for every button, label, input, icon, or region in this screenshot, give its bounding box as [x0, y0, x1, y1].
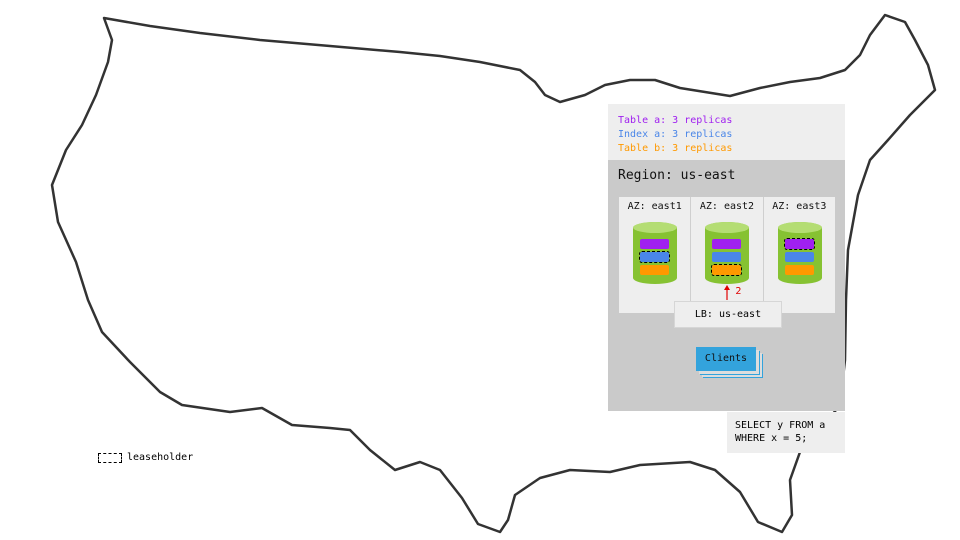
- query-line: WHERE x = 5;: [735, 433, 808, 444]
- az-label: AZ: east2: [699, 201, 755, 212]
- az-label: AZ: east3: [772, 201, 827, 212]
- replica-legend: Table a: 3 replicas Index a: 3 replicas …: [608, 104, 845, 160]
- arrow-label: 2: [735, 286, 742, 297]
- sql-query: SELECT y FROM a WHERE x = 5;: [727, 412, 845, 453]
- load-balancer: LB: us-east: [674, 301, 782, 328]
- az-east2: AZ: east2 2: [691, 197, 764, 313]
- leaseholder-key: leaseholder: [98, 452, 193, 463]
- region-us-east: Region: us-east AZ: east1 AZ: east2 2: [608, 160, 845, 411]
- region-title: Region: us-east: [618, 168, 736, 183]
- replica-table-b: [784, 265, 814, 275]
- az-east3: AZ: east3: [763, 197, 835, 313]
- dashed-box-icon: [98, 452, 122, 463]
- arrow-up-icon: [724, 285, 731, 300]
- legend-table-a: Table a: 3 replicas: [618, 115, 733, 126]
- leaseholder-label: leaseholder: [127, 452, 194, 463]
- legend-index-a: Index a: 3 replicas: [618, 129, 733, 140]
- legend-table-b: Table b: 3 replicas: [618, 143, 733, 154]
- node-cylinder: [633, 222, 677, 284]
- az-label: AZ: east1: [627, 201, 682, 212]
- replica-table-a: [712, 239, 742, 249]
- replica-table-b-leaseholder: [711, 264, 743, 276]
- clients-stack: Clients: [696, 347, 756, 371]
- replica-table-b: [640, 265, 669, 275]
- az-east1: AZ: east1: [619, 197, 692, 313]
- query-line: SELECT y FROM a: [735, 420, 826, 431]
- node-cylinder: [777, 222, 822, 284]
- replica-index-a: [712, 252, 742, 262]
- replica-index-a: [784, 252, 814, 262]
- node-cylinder: [705, 222, 750, 284]
- replica-table-a-leaseholder: [783, 238, 815, 250]
- replica-index-a-leaseholder: [639, 251, 670, 263]
- replica-table-a: [640, 239, 669, 249]
